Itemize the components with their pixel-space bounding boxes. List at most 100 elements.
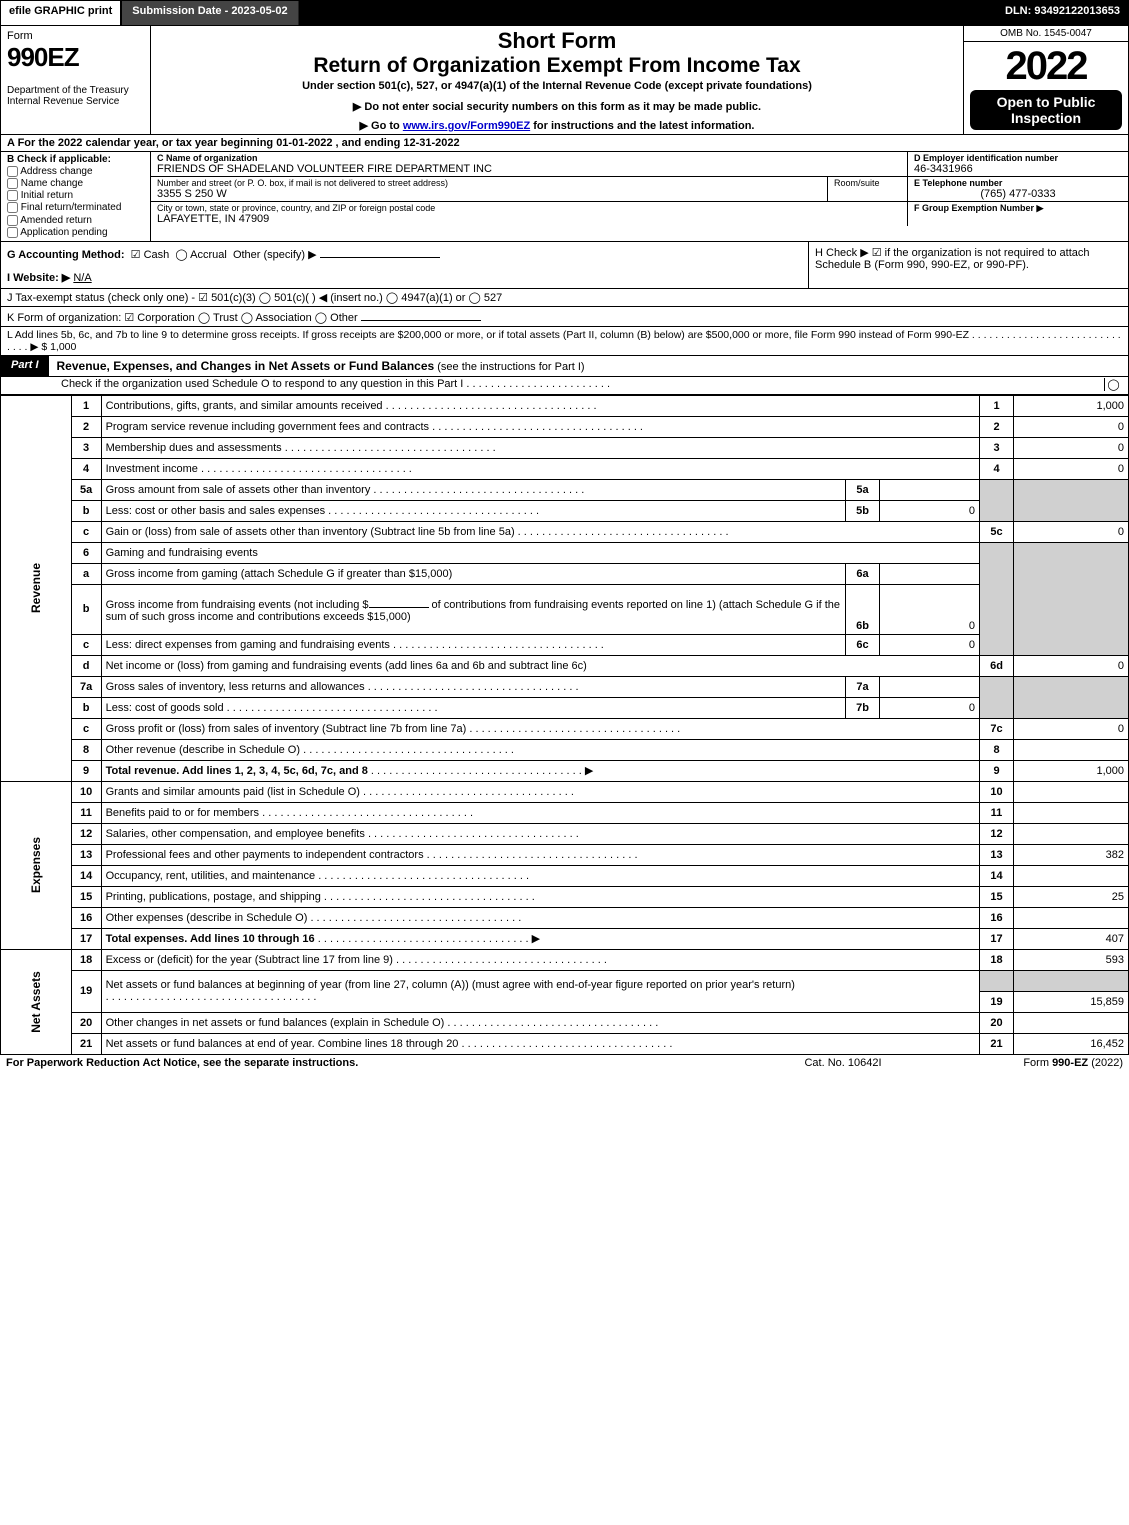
ln-20: 20 — [71, 1012, 101, 1033]
opt-name-change: Name change — [21, 178, 83, 189]
e-caption: E Telephone number — [914, 178, 1122, 188]
desc-6b: Gross income from fundraising events (no… — [101, 584, 845, 634]
no-13: 13 — [980, 844, 1014, 865]
ln-19: 19 — [71, 970, 101, 1012]
chk-final-return[interactable]: Final return/terminated — [7, 202, 144, 213]
ln-16: 16 — [71, 907, 101, 928]
k-text: K Form of organization: ☑ Corporation ◯ … — [7, 312, 358, 324]
ssn-warning: ▶ Do not enter social security numbers o… — [157, 100, 957, 113]
under-section: Under section 501(c), 527, or 4947(a)(1)… — [157, 80, 957, 92]
omb-number: OMB No. 1545-0047 — [964, 26, 1128, 42]
no-10: 10 — [980, 781, 1014, 802]
no-21: 21 — [980, 1033, 1014, 1054]
desc-14: Occupancy, rent, utilities, and maintena… — [101, 865, 979, 886]
amt-3: 0 — [1014, 437, 1129, 458]
subval-6a — [880, 563, 980, 584]
city-block: City or town, state or province, country… — [151, 202, 908, 226]
shade-7 — [980, 676, 1014, 718]
no-14: 14 — [980, 865, 1014, 886]
desc-19: Net assets or fund balances at beginning… — [101, 970, 979, 1012]
part1-title: Revenue, Expenses, and Changes in Net As… — [49, 356, 1128, 376]
part1-header: Part I Revenue, Expenses, and Changes in… — [0, 356, 1129, 377]
ln-6: 6 — [71, 542, 101, 563]
phone-value: (765) 477-0333 — [914, 188, 1122, 200]
room-block: Room/suite — [828, 177, 908, 201]
no-9: 9 — [980, 760, 1014, 781]
top-bar: efile GRAPHIC print Submission Date - 20… — [0, 0, 1129, 26]
goto-link[interactable]: www.irs.gov/Form990EZ — [403, 120, 530, 132]
no-16: 16 — [980, 907, 1014, 928]
shade-19 — [980, 970, 1014, 991]
no-19: 19 — [980, 991, 1014, 1012]
amt-9: 1,000 — [1014, 760, 1129, 781]
opt-initial-return: Initial return — [21, 190, 73, 201]
k-other-blank[interactable] — [361, 309, 481, 321]
addr-value: 3355 S 250 W — [157, 188, 821, 200]
no-18: 18 — [980, 949, 1014, 970]
g-block: G Accounting Method: ☑ Cash ◯ Accrual Ot… — [1, 242, 808, 288]
shade-7-amt — [1014, 676, 1129, 718]
expenses-label: Expenses — [1, 781, 72, 949]
open-to-public: Open to Public Inspection — [970, 90, 1122, 130]
opt-address-change: Address change — [20, 166, 92, 177]
ln-6d: d — [71, 655, 101, 676]
ln-6c: c — [71, 634, 101, 655]
desc-21: Net assets or fund balances at end of ye… — [101, 1033, 979, 1054]
topbar-spacer — [299, 1, 997, 25]
desc-13: Professional fees and other payments to … — [101, 844, 979, 865]
header-center: Short Form Return of Organization Exempt… — [151, 26, 963, 134]
desc-6d: Net income or (loss) from gaming and fun… — [101, 655, 979, 676]
g-label: G Accounting Method: — [7, 249, 125, 261]
header-right: OMB No. 1545-0047 2022 Open to Public In… — [963, 26, 1128, 134]
ln-17: 17 — [71, 928, 101, 949]
bc-block: B Check if applicable: Address change Na… — [0, 152, 1129, 242]
desc-5a: Gross amount from sale of assets other t… — [101, 479, 845, 500]
ln-5b: b — [71, 500, 101, 521]
netassets-label: Net Assets — [1, 949, 72, 1054]
ledger-table: Revenue 1 Contributions, gifts, grants, … — [0, 395, 1129, 1055]
j-row: J Tax-exempt status (check only one) - ☑… — [0, 289, 1129, 307]
chk-address-change[interactable]: Address change — [7, 166, 144, 177]
addr-block: Number and street (or P. O. box, if mail… — [151, 177, 828, 201]
amt-6d: 0 — [1014, 655, 1129, 676]
amt-10 — [1014, 781, 1129, 802]
desc-5b: Less: cost or other basis and sales expe… — [101, 500, 845, 521]
footer-right: Form 990-EZ (2022) — [943, 1057, 1123, 1069]
desc-18: Excess or (deficit) for the year (Subtra… — [101, 949, 979, 970]
sub-5b: 5b — [846, 500, 880, 521]
amt-11 — [1014, 802, 1129, 823]
efile-label[interactable]: efile GRAPHIC print — [1, 1, 122, 25]
part1-sub: Check if the organization used Schedule … — [0, 377, 1129, 395]
no-2: 2 — [980, 416, 1014, 437]
ln-12: 12 — [71, 823, 101, 844]
part1-tag: Part I — [1, 356, 49, 376]
sub-7b: 7b — [846, 697, 880, 718]
g-other-blank[interactable] — [320, 246, 440, 258]
submission-date: Submission Date - 2023-05-02 — [122, 1, 298, 25]
chk-initial-return[interactable]: Initial return — [7, 190, 144, 201]
sub-6a: 6a — [846, 563, 880, 584]
chk-application-pending[interactable]: Application pending — [7, 227, 144, 238]
no-8: 8 — [980, 739, 1014, 760]
amt-2: 0 — [1014, 416, 1129, 437]
form-label: Form — [7, 30, 144, 42]
amt-5c: 0 — [1014, 521, 1129, 542]
blank-6b[interactable] — [369, 596, 429, 608]
ln-3: 3 — [71, 437, 101, 458]
no-12: 12 — [980, 823, 1014, 844]
amt-16 — [1014, 907, 1129, 928]
sub-5a: 5a — [846, 479, 880, 500]
chk-name-change[interactable]: Name change — [7, 178, 144, 189]
desc-6: Gaming and fundraising events — [101, 542, 979, 563]
subval-6c: 0 — [880, 634, 980, 655]
goto-line: ▶ Go to www.irs.gov/Form990EZ for instru… — [157, 119, 957, 132]
part1-note: (see the instructions for Part I) — [437, 361, 584, 373]
d-caption: D Employer identification number — [914, 153, 1122, 163]
ln-5c: c — [71, 521, 101, 542]
chk-amended-return[interactable]: Amended return — [7, 215, 144, 226]
part1-title-text: Revenue, Expenses, and Changes in Net As… — [57, 359, 435, 373]
l-row: L Add lines 5b, 6c, and 7b to line 9 to … — [0, 327, 1129, 356]
ln-21: 21 — [71, 1033, 101, 1054]
sched-o-checkbox[interactable]: ◯ — [1104, 378, 1122, 391]
desc-4: Investment income — [101, 458, 979, 479]
